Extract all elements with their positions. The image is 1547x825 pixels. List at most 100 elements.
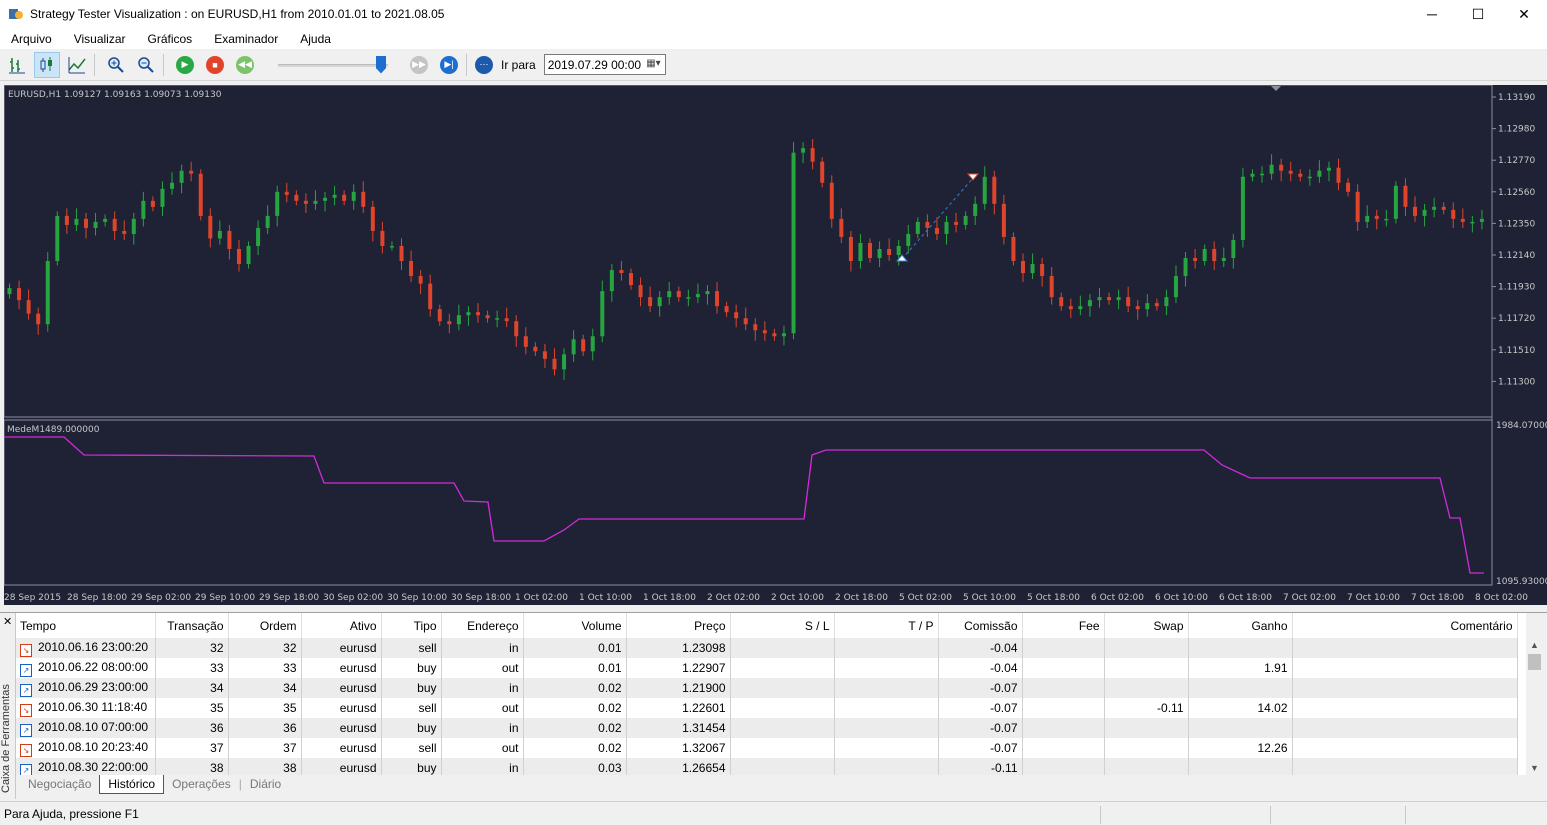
toolbox-close-icon[interactable]: ✕	[3, 616, 13, 628]
cell-fee	[1022, 698, 1105, 718]
tab-historico[interactable]: Histórico	[99, 775, 165, 794]
candle-body	[1365, 215, 1370, 222]
stop-button[interactable]: ■	[202, 52, 228, 78]
zoom-in-button[interactable]	[103, 52, 129, 78]
skip-to-end-button[interactable]: ▶|	[436, 52, 462, 78]
candle-body	[93, 221, 98, 228]
candle-body	[705, 291, 710, 295]
column-header-0[interactable]: Tempo	[16, 613, 156, 638]
column-header-5[interactable]: Endereço	[441, 613, 524, 638]
bar-chart-button[interactable]	[4, 52, 30, 78]
candle-body	[1107, 297, 1112, 301]
menu-ajuda[interactable]: Ajuda	[300, 31, 331, 46]
goto-date-input[interactable]: 2019.07.29 00:00 ▦▾	[543, 54, 666, 75]
cell-volume: 0.01	[523, 658, 627, 678]
scroll-down-icon[interactable]: ▼	[1530, 763, 1539, 773]
column-header-3[interactable]: Ativo	[301, 613, 382, 638]
cell-swap	[1104, 658, 1189, 678]
rewind-button[interactable]: ◀◀	[232, 52, 258, 78]
speed-slider[interactable]	[278, 55, 388, 75]
candle-body	[64, 215, 69, 225]
history-scrollbar[interactable]: ▲ ▼	[1526, 638, 1543, 775]
menu-visualizar[interactable]: Visualizar	[73, 31, 126, 46]
column-header-2[interactable]: Ordem	[228, 613, 302, 638]
cell-pre-o: 1.21900	[626, 678, 731, 698]
indicator-line	[4, 436, 1484, 574]
candle-body	[1193, 258, 1198, 262]
table-row[interactable]: ↗ 2010.08.30 22:00:00 38 38 eurusd buy in 0.03 1…	[16, 758, 1518, 775]
tab-negociacao[interactable]: Negociação	[28, 777, 92, 791]
table-row[interactable]: ↘ 2010.06.16 23:00:20 32 32 eurusd sell in 0.01…	[16, 638, 1518, 658]
window-title: Strategy Tester Visualization : on EURUS…	[30, 7, 445, 21]
scrollbar-thumb[interactable]	[1528, 654, 1541, 670]
chart-area[interactable]: EURUSD,H1 1.09127 1.09163 1.09073 1.0913…	[4, 85, 1547, 605]
column-header-14[interactable]: Comentário	[1292, 613, 1518, 638]
price-axis-label: 1.12560	[1498, 188, 1535, 198]
table-row[interactable]: ↗ 2010.08.10 07:00:00 36 36 eurusd buy in 0.02 1…	[16, 718, 1518, 738]
maximize-button[interactable]: ☐	[1471, 5, 1485, 22]
candle-body	[389, 245, 394, 248]
column-header-11[interactable]: Fee	[1022, 613, 1105, 638]
cell-endere-o: in	[441, 638, 524, 658]
column-header-6[interactable]: Volume	[523, 613, 627, 638]
table-row[interactable]: ↘ 2010.08.10 20:23:40 37 37 eurusd sell out 0.0…	[16, 738, 1518, 758]
table-row[interactable]: ↗ 2010.06.29 23:00:00 34 34 eurusd buy in 0.02 1…	[16, 678, 1518, 698]
cell-ordem: 33	[228, 658, 302, 678]
price-axis-label: 1.11720	[1498, 314, 1535, 324]
close-button[interactable]: ✕	[1518, 5, 1530, 22]
column-header-1[interactable]: Transação	[155, 613, 229, 638]
goto-label: Ir para	[501, 57, 536, 72]
candle-body	[552, 358, 557, 370]
cell-coment-rio	[1292, 698, 1518, 718]
candle-body	[1020, 261, 1025, 274]
deal-time-cell: ↗ 2010.08.30 22:00:00	[16, 758, 156, 775]
candle-body	[1049, 276, 1054, 298]
cell-ativo: eurusd	[301, 698, 382, 718]
table-row[interactable]: ↘ 2010.06.30 11:18:40 35 35 eurusd sell out 0.0…	[16, 698, 1518, 718]
cell-swap: -0.11	[1104, 698, 1189, 718]
menu-graficos[interactable]: Gráficos	[147, 31, 193, 46]
goto-button[interactable]: ⋯	[471, 52, 497, 78]
menu-arquivo[interactable]: Arquivo	[11, 31, 52, 46]
column-header-10[interactable]: Comissão	[938, 613, 1023, 638]
candle-body	[141, 200, 146, 219]
cell-coment-rio	[1292, 718, 1518, 738]
column-header-9[interactable]: T / P	[834, 613, 939, 638]
candle-body	[820, 161, 825, 183]
price-chart[interactable]: EURUSD,H1 1.09127 1.09163 1.09073 1.0913…	[4, 85, 1547, 605]
cell-ganho	[1188, 758, 1293, 775]
column-header-8[interactable]: S / L	[730, 613, 835, 638]
column-header-12[interactable]: Swap	[1104, 613, 1189, 638]
cell-s-l	[730, 758, 835, 775]
deal-time-text: 2010.08.10 07:00:00	[38, 719, 149, 734]
menu-examinador[interactable]: Examinador	[214, 31, 279, 46]
candle-body	[1068, 306, 1073, 310]
candle-body	[753, 324, 758, 331]
candlestick-chart-button[interactable]	[34, 51, 60, 78]
tab-operacoes[interactable]: Operações	[172, 777, 231, 791]
play-button[interactable]: ▶	[172, 52, 198, 78]
zoom-out-button[interactable]	[133, 52, 159, 78]
candle-body	[418, 276, 423, 284]
chart-shift-marker[interactable]	[1271, 86, 1281, 91]
candle-body	[1422, 209, 1427, 216]
speed-slider-thumb[interactable]	[376, 55, 386, 74]
table-row[interactable]: ↗ 2010.06.22 08:00:00 33 33 eurusd buy out 0.01…	[16, 658, 1518, 678]
tab-diario[interactable]: Diário	[249, 777, 282, 791]
column-header-7[interactable]: Preço	[626, 613, 731, 638]
cell-coment-rio	[1292, 678, 1518, 698]
minimize-button[interactable]: ─	[1427, 6, 1437, 22]
calendar-dropdown-icon[interactable]: ▦▾	[646, 58, 661, 69]
candle-body	[944, 221, 949, 234]
price-axis-label: 1.12770	[1498, 156, 1535, 166]
column-header-13[interactable]: Ganho	[1188, 613, 1293, 638]
candle-body	[485, 315, 490, 319]
column-header-4[interactable]: Tipo	[381, 613, 442, 638]
fast-forward-button[interactable]: ▶▶	[406, 52, 432, 78]
line-chart-button[interactable]	[64, 52, 90, 78]
candle-body	[131, 218, 136, 234]
cell-fee	[1022, 638, 1105, 658]
cell-t-p	[834, 758, 939, 775]
cell-fee	[1022, 738, 1105, 758]
scroll-up-icon[interactable]: ▲	[1530, 640, 1539, 650]
